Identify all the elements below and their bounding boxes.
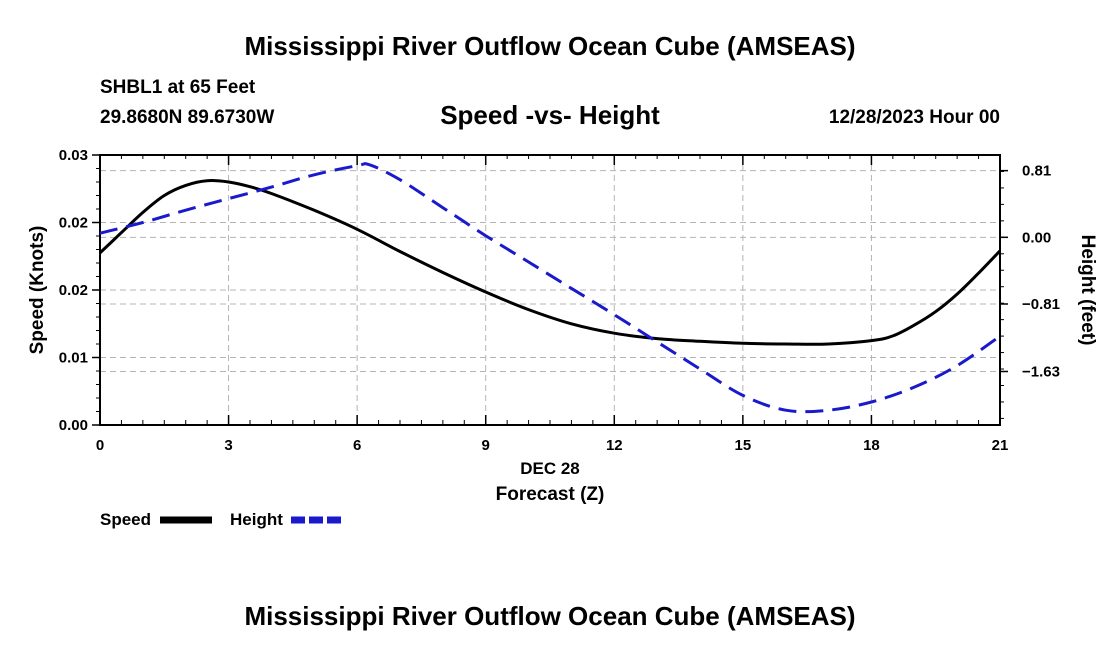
x-axis-title: Forecast (Z) [496,484,605,505]
legend-height-label: Height [230,510,283,529]
series [98,162,1002,414]
legend: Speed Height [100,510,343,529]
x-axis-sublabel: DEC 28 [520,459,580,478]
grid [100,155,1000,425]
x-tick-label: 0 [96,437,104,454]
chart-title: Speed -vs- Height [440,100,660,130]
x-tick-label: 21 [992,437,1009,454]
axis-labels: 0 3 6 9 12 15 18 21 0.00 0.01 0.02 0.02 0.03 0.81 0.00… [27,147,1098,505]
y2-tick-label: −0.81 [1022,296,1060,313]
y-tick-label: 0.00 [59,417,88,434]
speed-vs-height-chart: 0 3 6 9 12 15 18 21 0.00 0.01 0.02 0.02 0.03 0.81 0.00… [27,147,1098,529]
datetime-label: 12/28/2023 Hour 00 [828,107,1000,128]
station-label: SHBL1 at 65 Feet [100,77,256,98]
x-tick-label: 15 [735,437,752,454]
speed-series-line [98,179,1002,346]
x-tick-label: 3 [224,437,232,454]
x-tick-label: 9 [482,437,490,454]
y2-tick-label: 0.81 [1022,163,1051,180]
y2-tick-label: −1.63 [1022,363,1060,380]
axis-ticks [92,154,1008,426]
legend-speed-label: Speed [100,510,151,529]
coordinates-label: 29.8680N 89.6730W [100,107,275,128]
y2-tick-label: 0.00 [1022,229,1051,246]
y-tick-label: 0.01 [59,350,88,367]
y-tick-label: 0.02 [59,282,88,299]
y2-axis-title: Height (feet) [1077,235,1098,346]
main-title: Mississippi River Outflow Ocean Cube (AM… [244,31,856,61]
y-tick-label: 0.03 [59,147,88,164]
x-tick-label: 6 [353,437,361,454]
height-series-line [99,162,1001,414]
x-tick-label: 18 [863,437,880,454]
y-tick-label: 0.02 [59,215,88,232]
footer-title: Mississippi River Outflow Ocean Cube (AM… [244,601,856,631]
y-axis-title: Speed (Knots) [27,226,48,355]
x-tick-label: 12 [606,437,623,454]
